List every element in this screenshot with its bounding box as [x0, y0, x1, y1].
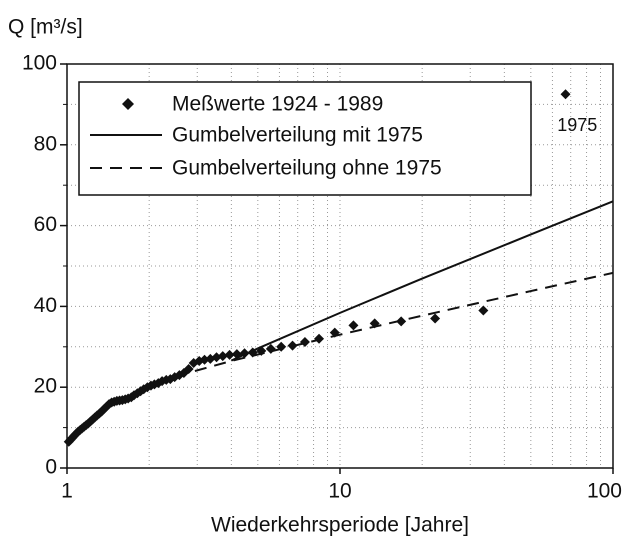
- legend-label: Gumbelverteilung mit 1975: [172, 124, 423, 147]
- data-point: [560, 89, 571, 100]
- legend-label: Gumbelverteilung ohne 1975: [172, 157, 442, 180]
- x-tick-label: 1: [61, 480, 73, 503]
- y-tick-label: 0: [45, 456, 57, 479]
- data-point: [396, 316, 407, 327]
- y-tick-label: 60: [34, 213, 57, 236]
- y-tick-label: 40: [34, 294, 57, 317]
- legend-box: [78, 81, 532, 196]
- legend: Meßwerte 1924 - 1989 Gumbelverteilung mi…: [78, 81, 532, 196]
- data-point: [430, 313, 441, 324]
- x-axis-label: Wiederkehrsperiode [Jahre]: [211, 514, 469, 537]
- data-point: [224, 349, 235, 360]
- data-point: [299, 336, 310, 347]
- y-tick-label: 100: [22, 52, 57, 75]
- annotation: 1975: [557, 115, 597, 135]
- legend-marker: [122, 98, 134, 110]
- legend-label: Meßwerte 1924 - 1989: [172, 93, 383, 116]
- gumbel-line: [230, 200, 614, 362]
- y-tick-label: 20: [34, 375, 57, 398]
- y-axis-label: Q [m³/s]: [8, 16, 83, 39]
- data-point: [478, 305, 489, 316]
- data-point: [211, 352, 222, 363]
- x-tick-label: 100: [587, 480, 622, 503]
- gumbel-line: [175, 271, 614, 378]
- data-point: [183, 364, 194, 375]
- plot-frame: [66, 63, 614, 469]
- data-point: [217, 351, 228, 362]
- data-point: [348, 320, 359, 331]
- y-tick-label: 80: [34, 132, 57, 155]
- x-tick-label: 10: [328, 480, 351, 503]
